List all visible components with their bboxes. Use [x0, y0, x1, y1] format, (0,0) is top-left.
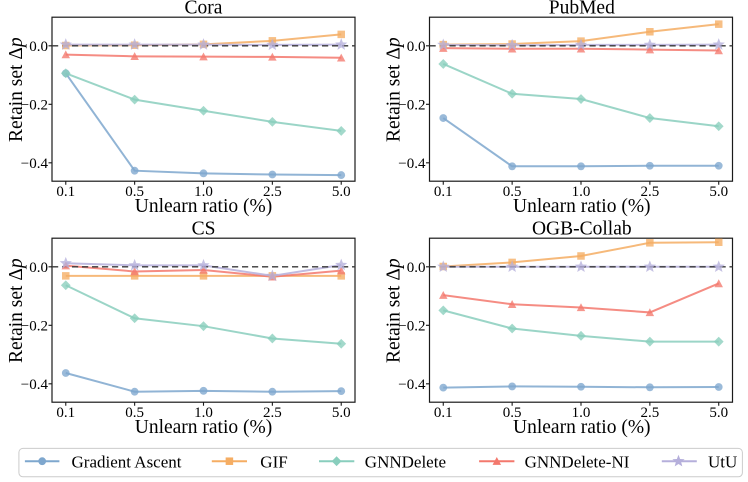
- svg-text:−0.2: −0.2: [398, 97, 425, 113]
- svg-text:Unlearn ratio (%): Unlearn ratio (%): [135, 417, 273, 438]
- svg-text:UtU: UtU: [708, 452, 737, 471]
- svg-text:Retain set Δp: Retain set Δp: [6, 258, 27, 363]
- svg-text:5.0: 5.0: [332, 184, 351, 200]
- svg-text:GIF: GIF: [260, 452, 287, 471]
- svg-text:−0.2: −0.2: [21, 318, 48, 334]
- svg-text:Retain set Δp: Retain set Δp: [383, 258, 404, 363]
- svg-text:0.1: 0.1: [56, 405, 75, 421]
- svg-text:0.1: 0.1: [434, 405, 453, 421]
- svg-text:1.0: 1.0: [572, 405, 591, 421]
- svg-text:2.5: 2.5: [263, 405, 282, 421]
- svg-text:Unlearn ratio (%): Unlearn ratio (%): [513, 417, 651, 438]
- svg-text:−0.4: −0.4: [21, 156, 49, 172]
- svg-text:2.5: 2.5: [640, 184, 659, 200]
- svg-text:CS: CS: [192, 218, 216, 239]
- svg-text:5.0: 5.0: [709, 405, 728, 421]
- svg-text:2.5: 2.5: [263, 184, 282, 200]
- svg-text:OGB-Collab: OGB-Collab: [532, 218, 632, 239]
- svg-text:5.0: 5.0: [709, 184, 728, 200]
- svg-text:0.0: 0.0: [407, 39, 426, 55]
- svg-text:GNNDelete-NI: GNNDelete-NI: [525, 452, 630, 471]
- svg-text:0.0: 0.0: [29, 260, 48, 276]
- svg-text:1.0: 1.0: [194, 405, 213, 421]
- svg-text:Cora: Cora: [185, 0, 223, 18]
- svg-text:0.1: 0.1: [56, 184, 75, 200]
- svg-text:Gradient Ascent: Gradient Ascent: [72, 452, 182, 471]
- svg-text:1.0: 1.0: [194, 184, 213, 200]
- svg-text:Retain set Δp: Retain set Δp: [6, 37, 27, 142]
- svg-text:−0.4: −0.4: [398, 377, 426, 393]
- svg-text:1.0: 1.0: [572, 184, 591, 200]
- svg-text:0.5: 0.5: [125, 405, 144, 421]
- svg-text:0.0: 0.0: [407, 260, 426, 276]
- svg-text:−0.2: −0.2: [21, 97, 48, 113]
- svg-text:2.5: 2.5: [640, 405, 659, 421]
- svg-text:−0.4: −0.4: [21, 377, 49, 393]
- svg-text:5.0: 5.0: [332, 405, 351, 421]
- svg-text:PubMed: PubMed: [549, 0, 615, 18]
- svg-text:Unlearn ratio (%): Unlearn ratio (%): [135, 196, 273, 217]
- svg-text:GNNDelete: GNNDelete: [365, 452, 446, 471]
- svg-text:Unlearn ratio (%): Unlearn ratio (%): [513, 196, 651, 217]
- svg-text:0.5: 0.5: [503, 405, 522, 421]
- svg-text:−0.4: −0.4: [398, 156, 426, 172]
- svg-text:0.1: 0.1: [434, 184, 453, 200]
- svg-text:−0.2: −0.2: [398, 318, 425, 334]
- svg-text:0.5: 0.5: [503, 184, 522, 200]
- svg-text:0.0: 0.0: [29, 39, 48, 55]
- svg-text:0.5: 0.5: [125, 184, 144, 200]
- svg-text:Retain set Δp: Retain set Δp: [383, 37, 404, 142]
